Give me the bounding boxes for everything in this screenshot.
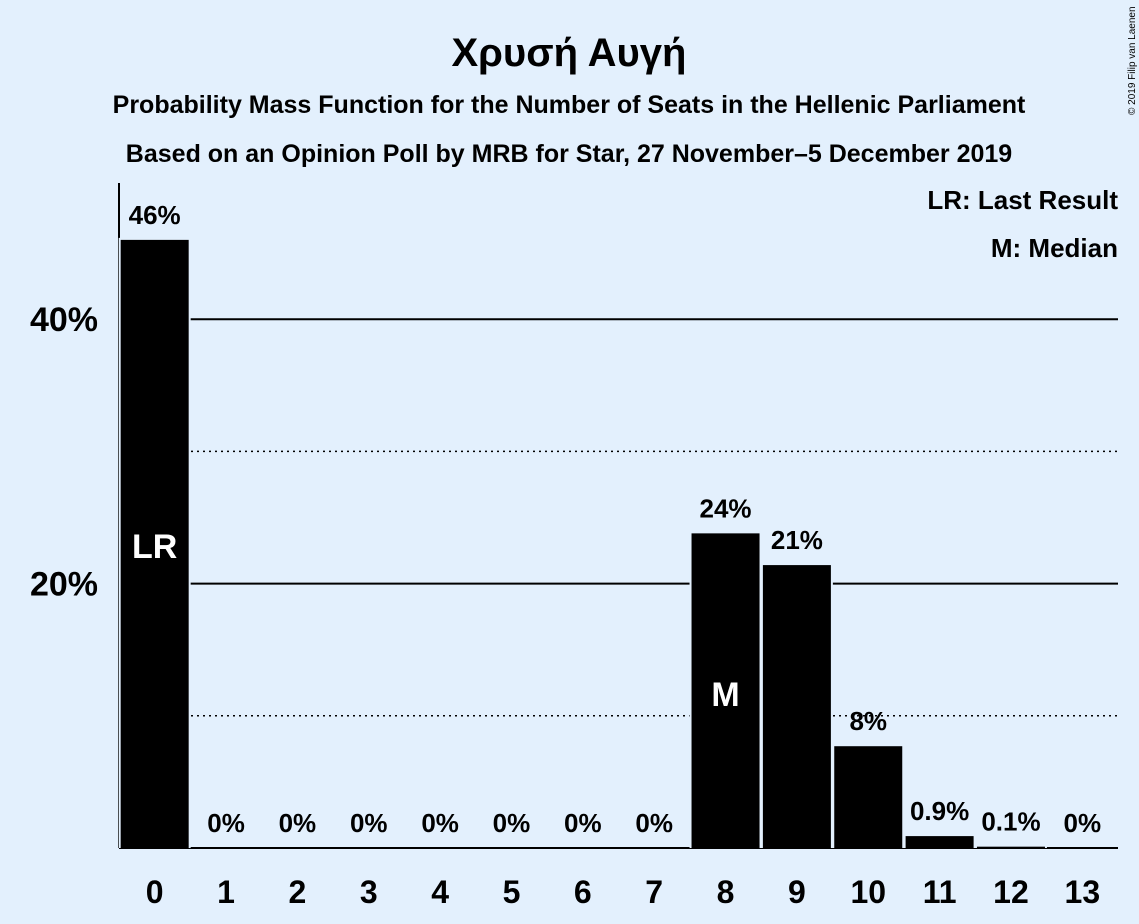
chart-title: Χρυσή Αυγή [452,31,687,75]
grid-layer [118,183,1118,849]
bar-seats-9 [762,565,831,848]
x-tick-label-10: 10 [850,874,886,910]
bar-seats-12 [976,846,1045,848]
bar-seats-10 [834,746,903,848]
x-tick-label-7: 7 [645,874,663,910]
bar-seats-11 [905,836,974,848]
copyright-notice: © 2019 Filip van Laenen [1127,6,1138,115]
value-label-6: 0% [564,808,602,838]
value-label-12: 0.1% [981,807,1040,837]
x-tick-label-1: 1 [217,874,235,910]
x-tick-label-6: 6 [574,874,592,910]
marker-m: M [711,676,739,714]
y-tick-label: 20% [30,566,98,604]
value-label-3: 0% [350,808,388,838]
legend-median: M: Median [991,233,1118,263]
value-label-5: 0% [493,808,531,838]
value-label-4: 0% [421,808,459,838]
x-tick-label-11: 11 [923,874,957,910]
x-tick-label-4: 4 [431,874,449,910]
x-tick-label-3: 3 [360,874,378,910]
bar-gap [974,844,1047,848]
x-tick-label-2: 2 [288,874,306,910]
value-label-1: 0% [207,808,245,838]
marker-lr: LR [132,528,177,566]
bar-seats-0 [120,239,189,848]
x-tick-label-0: 0 [146,874,164,910]
value-label-0: 46% [129,200,181,230]
value-label-2: 0% [279,808,317,838]
value-label-8: 24% [700,493,752,523]
bars-layer [118,237,1047,848]
value-label-9: 21% [771,525,823,555]
x-tick-label-13: 13 [1065,874,1101,910]
chart-subtitle-poll: Based on an Opinion Poll by MRB for Star… [126,140,1012,168]
x-tick-label-9: 9 [788,874,806,910]
x-tick-label-5: 5 [503,874,521,910]
labels-layer: 20%40%46%0LR0%10%20%30%40%50%60%724%8M21… [30,200,1101,910]
value-label-10: 8% [849,706,887,736]
value-label-7: 0% [635,808,673,838]
chart-subtitle: Probability Mass Function for the Number… [113,91,1026,119]
value-label-13: 0% [1064,808,1102,838]
bar-seats-8 [691,533,760,848]
x-tick-label-12: 12 [993,874,1029,910]
value-label-11: 0.9% [910,796,969,826]
legend-last-result: LR: Last Result [927,185,1118,215]
x-tick-label-8: 8 [717,874,735,910]
y-tick-label: 40% [30,301,98,339]
